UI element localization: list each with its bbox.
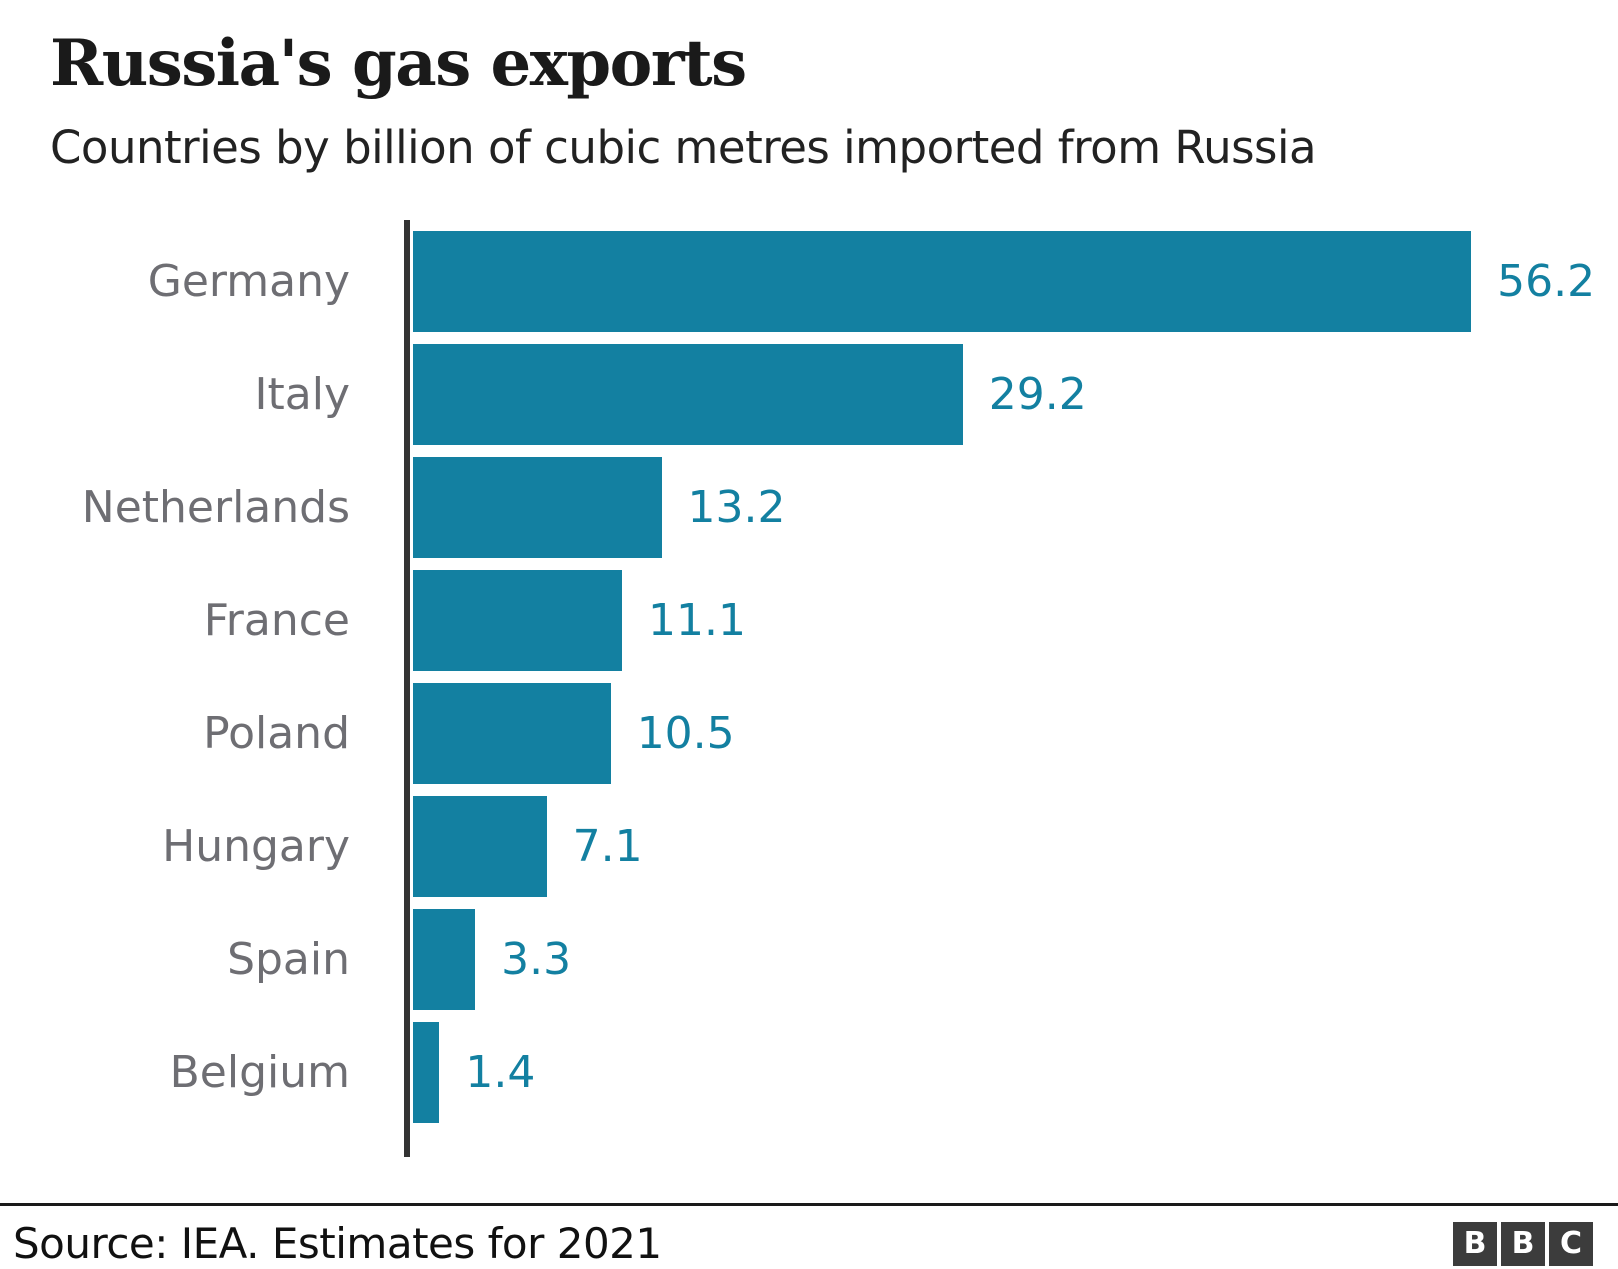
bar-row: France 11.1	[0, 564, 1618, 677]
value-label: 7.1	[572, 821, 643, 873]
bar-track: 29.2	[413, 344, 1618, 446]
bar-row: Spain 3.3	[0, 903, 1618, 1016]
value-label: 1.4	[465, 1047, 536, 1099]
bar	[413, 570, 622, 672]
bar-track: 13.2	[413, 457, 1618, 559]
category-label: France	[203, 595, 350, 647]
bbc-logo-block-b1: B	[1453, 1221, 1497, 1266]
bbc-logo-block-b2: B	[1501, 1221, 1545, 1266]
y-axis-line	[404, 220, 410, 1158]
value-label: 29.2	[988, 369, 1087, 421]
bar-row: Belgium 1.4	[0, 1016, 1618, 1129]
category-label: Hungary	[162, 821, 350, 873]
bar	[413, 796, 547, 898]
bar-row: Italy 29.2	[0, 338, 1618, 451]
bar	[413, 457, 662, 559]
bar-row: Poland 10.5	[0, 677, 1618, 790]
value-label: 11.1	[647, 595, 746, 647]
chart-subtitle: Countries by billion of cubic metres imp…	[50, 121, 1317, 175]
bar	[413, 683, 611, 785]
bar-rows: Germany 56.2 Italy 29.2 Netherlands 13.2 Franc…	[0, 225, 1618, 1129]
value-label: 10.5	[636, 708, 735, 760]
bar-row: Hungary 7.1	[0, 790, 1618, 903]
category-label: Spain	[227, 934, 350, 986]
footer-divider	[0, 1203, 1618, 1207]
bar-track: 11.1	[413, 570, 1618, 672]
bar	[413, 231, 1472, 333]
bar	[413, 1022, 440, 1124]
bbc-logo: B B C	[1453, 1221, 1593, 1266]
value-label: 3.3	[501, 934, 572, 986]
category-label: Poland	[203, 708, 350, 760]
source-text: Source: IEA. Estimates for 2021	[13, 1219, 662, 1269]
chart-header: Russia's gas exports Countries by billio…	[0, 0, 1618, 175]
bar-chart: Germany 56.2 Italy 29.2 Netherlands 13.2 Franc…	[0, 220, 1618, 1158]
bar-row: Netherlands 13.2	[0, 451, 1618, 564]
category-label: Italy	[254, 369, 350, 421]
bar-track: 7.1	[413, 796, 1618, 898]
category-label: Germany	[147, 256, 350, 308]
bar-track: 3.3	[413, 909, 1618, 1011]
bar-track: 10.5	[413, 683, 1618, 785]
value-label: 13.2	[687, 482, 786, 534]
bar	[413, 344, 963, 446]
category-label: Netherlands	[81, 482, 350, 534]
bar-row: Germany 56.2	[0, 225, 1618, 338]
bar-track: 1.4	[413, 1022, 1618, 1124]
chart-title: Russia's gas exports	[50, 26, 747, 101]
category-label: Belgium	[169, 1047, 350, 1099]
value-label: 56.2	[1497, 256, 1596, 308]
chart-footer: Source: IEA. Estimates for 2021 B B C	[0, 1206, 1618, 1268]
bbc-logo-block-c: C	[1549, 1221, 1593, 1266]
bar-track: 56.2	[413, 231, 1618, 333]
bar	[413, 909, 476, 1011]
